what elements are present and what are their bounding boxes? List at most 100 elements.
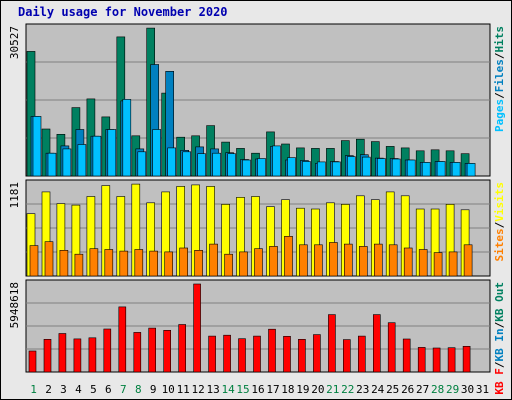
legend-entry: Sites: [493, 228, 506, 261]
x-tick-label: 6: [105, 383, 112, 396]
panel-visits-sites: 1181 Sites/Visits: [8, 179, 506, 277]
bar-pages: [167, 147, 176, 177]
x-tick-label: 30: [461, 383, 474, 396]
bar-sites: [74, 253, 84, 277]
legend-separator: /: [493, 221, 506, 228]
bar-pages: [62, 148, 72, 177]
bar-kb-f: [73, 338, 82, 373]
bar-sites: [463, 244, 473, 277]
x-tick-label: 18: [281, 383, 294, 396]
x-tick-label: 1: [30, 383, 37, 396]
bar-pages: [122, 99, 132, 177]
bar-sites: [284, 236, 293, 277]
legend-entry: KB Out: [493, 282, 506, 322]
bar-sites: [403, 247, 413, 277]
bar-kb-f: [28, 350, 37, 373]
bar-pages: [376, 158, 386, 177]
bar-pages: [317, 161, 326, 177]
bar-kb-f: [163, 329, 171, 373]
bar-pages: [257, 158, 266, 177]
bar-kb-f: [447, 347, 456, 373]
legend-entry: Visits: [493, 182, 506, 222]
x-tick-label: 10: [162, 383, 175, 396]
bar-sites: [149, 250, 158, 277]
x-tick-label: 28: [431, 383, 444, 396]
bar-kb-f: [432, 347, 441, 373]
bar-sites: [343, 243, 353, 277]
x-tick-label: 22: [341, 383, 354, 396]
bar-kb-f: [313, 334, 321, 373]
bar-sites: [224, 253, 233, 277]
bar-pages: [302, 161, 311, 177]
bar-pages: [466, 163, 476, 177]
legend-separator: /: [493, 52, 506, 59]
bar-pages: [346, 156, 356, 177]
bar-pages: [152, 129, 161, 177]
x-tick-label: 8: [135, 383, 142, 396]
x-tick-label: 17: [266, 383, 279, 396]
y-max-label: 5948618: [8, 282, 21, 328]
x-tick-label: 9: [150, 383, 157, 396]
x-tick-label: 31: [476, 383, 489, 396]
bar-sites: [164, 251, 173, 277]
x-tick-label: 16: [251, 383, 264, 396]
x-tick-label: 12: [191, 383, 204, 396]
bar-kb-f: [402, 338, 411, 373]
bar-kb-f: [417, 347, 426, 373]
bar-sites: [209, 243, 218, 277]
bar-kb-f: [328, 314, 336, 373]
x-tick-label: 5: [90, 383, 97, 396]
bar-sites: [358, 246, 368, 277]
bar-kb-f: [253, 335, 261, 373]
bar-sites: [373, 243, 383, 277]
bar-sites: [299, 244, 308, 277]
bar-kb-f: [88, 337, 97, 373]
bar-pages: [242, 159, 251, 177]
bar-pages: [421, 162, 431, 177]
bar-pages: [391, 158, 401, 177]
bar-sites: [254, 248, 263, 277]
x-tick-label: 13: [206, 383, 219, 396]
bar-kb-f: [223, 334, 231, 373]
bar-sites: [104, 249, 114, 277]
x-tick-label: 27: [416, 383, 429, 396]
x-tick-label: 26: [401, 383, 414, 396]
bar-pages: [32, 116, 42, 177]
bar-pages: [137, 151, 147, 177]
bar-pages: [197, 153, 206, 177]
legend-separator: /: [493, 321, 506, 328]
bar-kb-f: [118, 306, 127, 373]
bar-sites: [134, 249, 144, 277]
x-tick-label: 20: [311, 383, 324, 396]
x-tick-label: 2: [45, 383, 52, 396]
bar-pages: [272, 145, 281, 177]
bar-sites: [433, 252, 443, 277]
bar-kb-f: [357, 335, 366, 373]
bar-pages: [107, 129, 117, 177]
bar-kb-f: [43, 338, 52, 373]
bar-kb-f: [298, 338, 306, 373]
x-tick-label: 4: [75, 383, 82, 396]
bar-pages: [361, 156, 371, 177]
legend-entry: Pages: [493, 99, 506, 132]
bar-pages: [212, 152, 221, 177]
bar-sites: [448, 251, 458, 277]
bar-kb-f: [283, 335, 291, 373]
bar-kb-f: [342, 339, 351, 373]
bar-sites: [44, 241, 54, 277]
x-tick-label: 19: [296, 383, 309, 396]
bar-kb-f: [103, 328, 112, 373]
legend-separator: /: [493, 361, 506, 368]
bar-kb-f: [208, 335, 216, 373]
legend-separator: /: [493, 92, 506, 99]
bar-sites: [89, 248, 99, 277]
legend: Pages/Files/Hits: [493, 26, 506, 132]
bar-kb-f: [178, 324, 186, 373]
bar-pages: [92, 135, 102, 177]
chart-title: Daily usage for November 2020: [18, 5, 228, 19]
bar-kb-f: [193, 283, 201, 373]
x-tick-label: 23: [356, 383, 369, 396]
bar-pages: [47, 152, 57, 177]
